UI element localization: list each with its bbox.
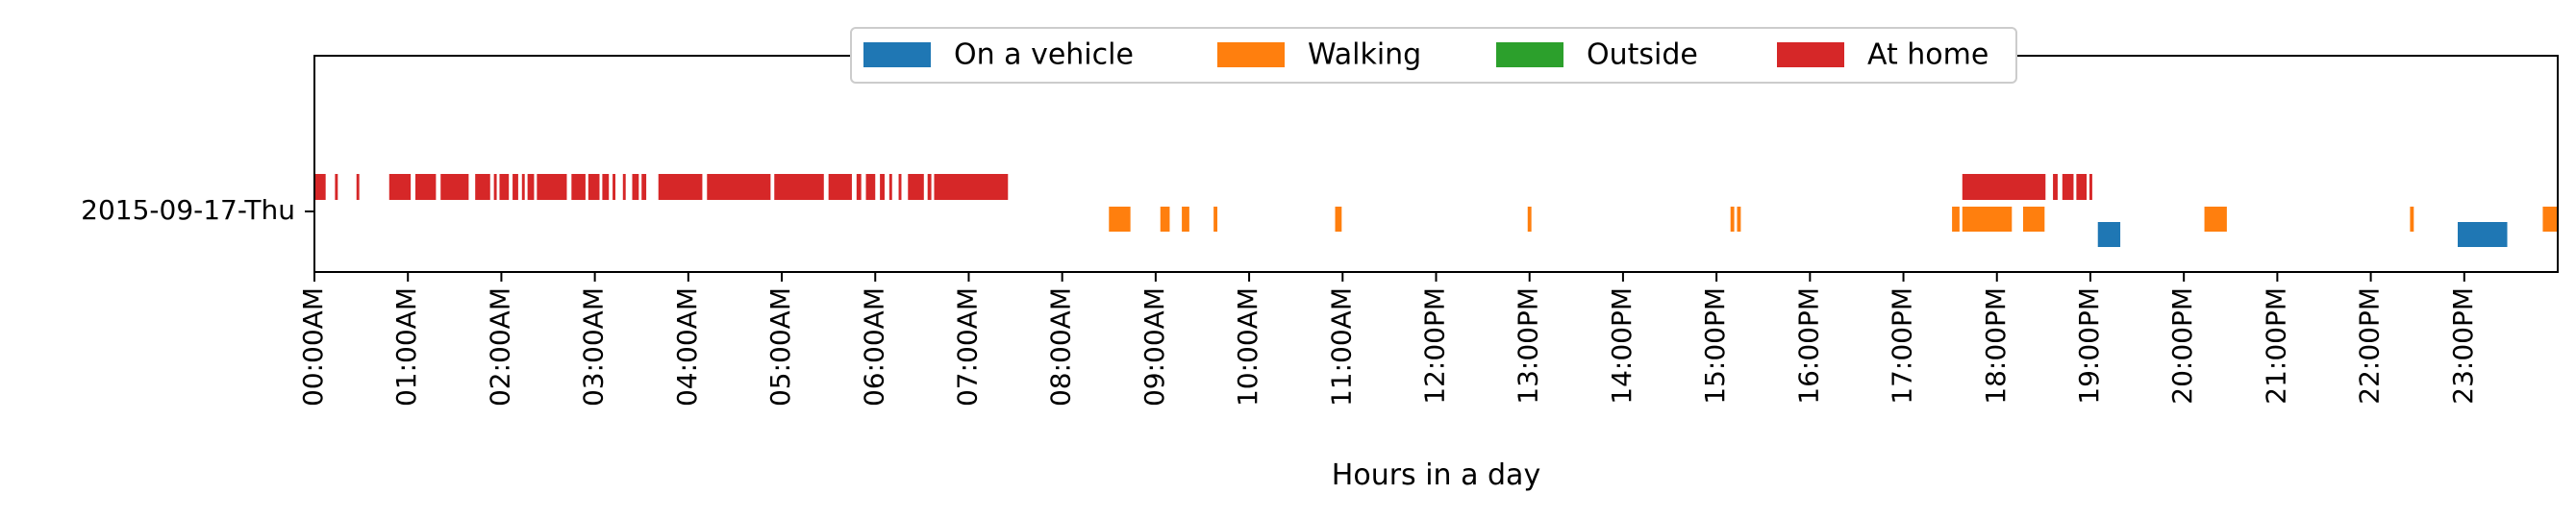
bar-at-home-32 [1962,174,2046,200]
x-tick-label: 17:00PM [1887,287,1918,405]
bar-walking-3 [1213,207,1218,232]
bars-layer [314,174,2558,247]
legend-entry: Walking [1217,38,1421,72]
bar-at-home-14 [588,174,600,200]
x-tick-label: 15:00PM [1699,287,1731,405]
legend-label: On a vehicle [954,38,1134,72]
bar-walking-1 [1160,207,1170,232]
legend-entry: On a vehicle [863,38,1134,72]
x-tick-label: 22:00PM [2354,287,2386,405]
x-tick-label: 11:00AM [1325,287,1357,407]
bar-at-home-17 [622,174,626,200]
legend-label: At home [1867,38,1988,72]
bar-at-home-10 [521,174,525,200]
x-tick-label: 13:00PM [1513,287,1544,405]
bar-on-a-vehicle-1 [2457,222,2508,247]
bar-at-home-24 [856,174,862,200]
legend-label: Walking [1308,38,1421,72]
bar-walking-9 [1962,207,2013,232]
x-tick-label: 18:00PM [1980,287,2012,405]
y-axis: 2015-09-17-Thu [81,194,314,226]
bar-at-home-36 [2088,174,2092,200]
legend-entry: At home [1777,38,1988,72]
bar-at-home-15 [602,174,610,200]
x-tick-label: 03:00AM [578,287,610,407]
bar-at-home-2 [356,174,360,200]
legend-swatch [1217,42,1285,67]
bar-at-home-20 [658,174,703,200]
x-tick-label: 09:00AM [1138,287,1170,407]
x-tick-label: 04:00AM [671,287,703,407]
x-tick-label: 06:00AM [858,287,889,407]
bar-walking-6 [1730,207,1735,232]
x-tick-label: 16:00PM [1792,287,1824,405]
bar-at-home-7 [493,174,497,200]
x-tick-label: 02:00AM [484,287,515,407]
bar-walking-2 [1182,207,1189,232]
legend-swatch [863,42,931,67]
bar-walking-11 [2204,207,2227,232]
x-tick-label: 23:00PM [2447,287,2479,405]
legend-box [850,27,2017,84]
bar-at-home-23 [828,174,852,200]
x-tick-label: 00:00AM [297,287,329,407]
bar-at-home-6 [475,174,490,200]
legend: On a vehicle Walking Outside At home [850,27,2017,84]
bar-at-home-19 [641,174,647,200]
bar-walking-10 [2022,207,2045,232]
bar-walking-0 [1109,207,1131,232]
bar-at-home-16 [613,174,616,200]
bar-walking-5 [1527,207,1532,232]
bar-at-home-29 [908,174,924,200]
bar-at-home-3 [388,174,412,200]
bar-at-home-30 [927,174,932,200]
bar-at-home-8 [499,174,510,200]
bar-at-home-28 [898,174,902,200]
bar-at-home-33 [2053,174,2058,200]
bar-at-home-21 [707,174,771,200]
x-tick-label: 12:00PM [1419,287,1451,405]
bar-at-home-9 [513,174,518,200]
bar-at-home-0 [314,174,326,200]
bar-at-home-34 [2062,174,2074,200]
bar-walking-7 [1737,207,1741,232]
plot-area [313,55,2559,273]
x-tick-label: 08:00AM [1045,287,1077,407]
bar-walking-13 [2542,207,2558,232]
x-tick-label: 21:00PM [2260,287,2291,405]
bar-at-home-35 [2076,174,2088,200]
x-tick-label: 19:00PM [2073,287,2105,405]
x-tick-label: 10:00AM [1232,287,1263,407]
legend-label: Outside [1587,38,1698,72]
x-tick-label: 01:00AM [390,287,422,407]
bar-walking-8 [1952,207,1960,232]
bar-walking-4 [1335,207,1342,232]
bar-walking-12 [2410,207,2414,232]
legend-swatch [1496,42,1563,67]
bar-at-home-18 [632,174,639,200]
x-tick-label: 07:00AM [951,287,983,407]
bar-at-home-1 [335,174,338,200]
bar-at-home-26 [880,174,885,200]
x-axis-label: Hours in a day [1332,458,1540,492]
bar-at-home-22 [774,174,824,200]
bar-at-home-13 [571,174,586,200]
legend-entry: Outside [1496,38,1698,72]
bar-at-home-11 [527,174,535,200]
bar-at-home-12 [537,174,567,200]
x-tick-label: 20:00PM [2166,287,2198,405]
bar-at-home-27 [888,174,892,200]
bar-at-home-31 [934,174,1009,200]
legend-swatch [1777,42,1844,67]
bar-at-home-5 [440,174,469,200]
bar-on-a-vehicle-0 [2097,222,2121,247]
y-tick-label: 2015-09-17-Thu [81,194,295,226]
x-axis: 00:00AM 01:00AM 02:00AM 03:00AM 04:00AM 05:00… [297,272,2479,407]
bar-at-home-4 [414,174,437,200]
x-tick-label: 14:00PM [1606,287,1638,405]
bar-at-home-25 [865,174,876,200]
x-tick-label: 05:00AM [764,287,796,407]
